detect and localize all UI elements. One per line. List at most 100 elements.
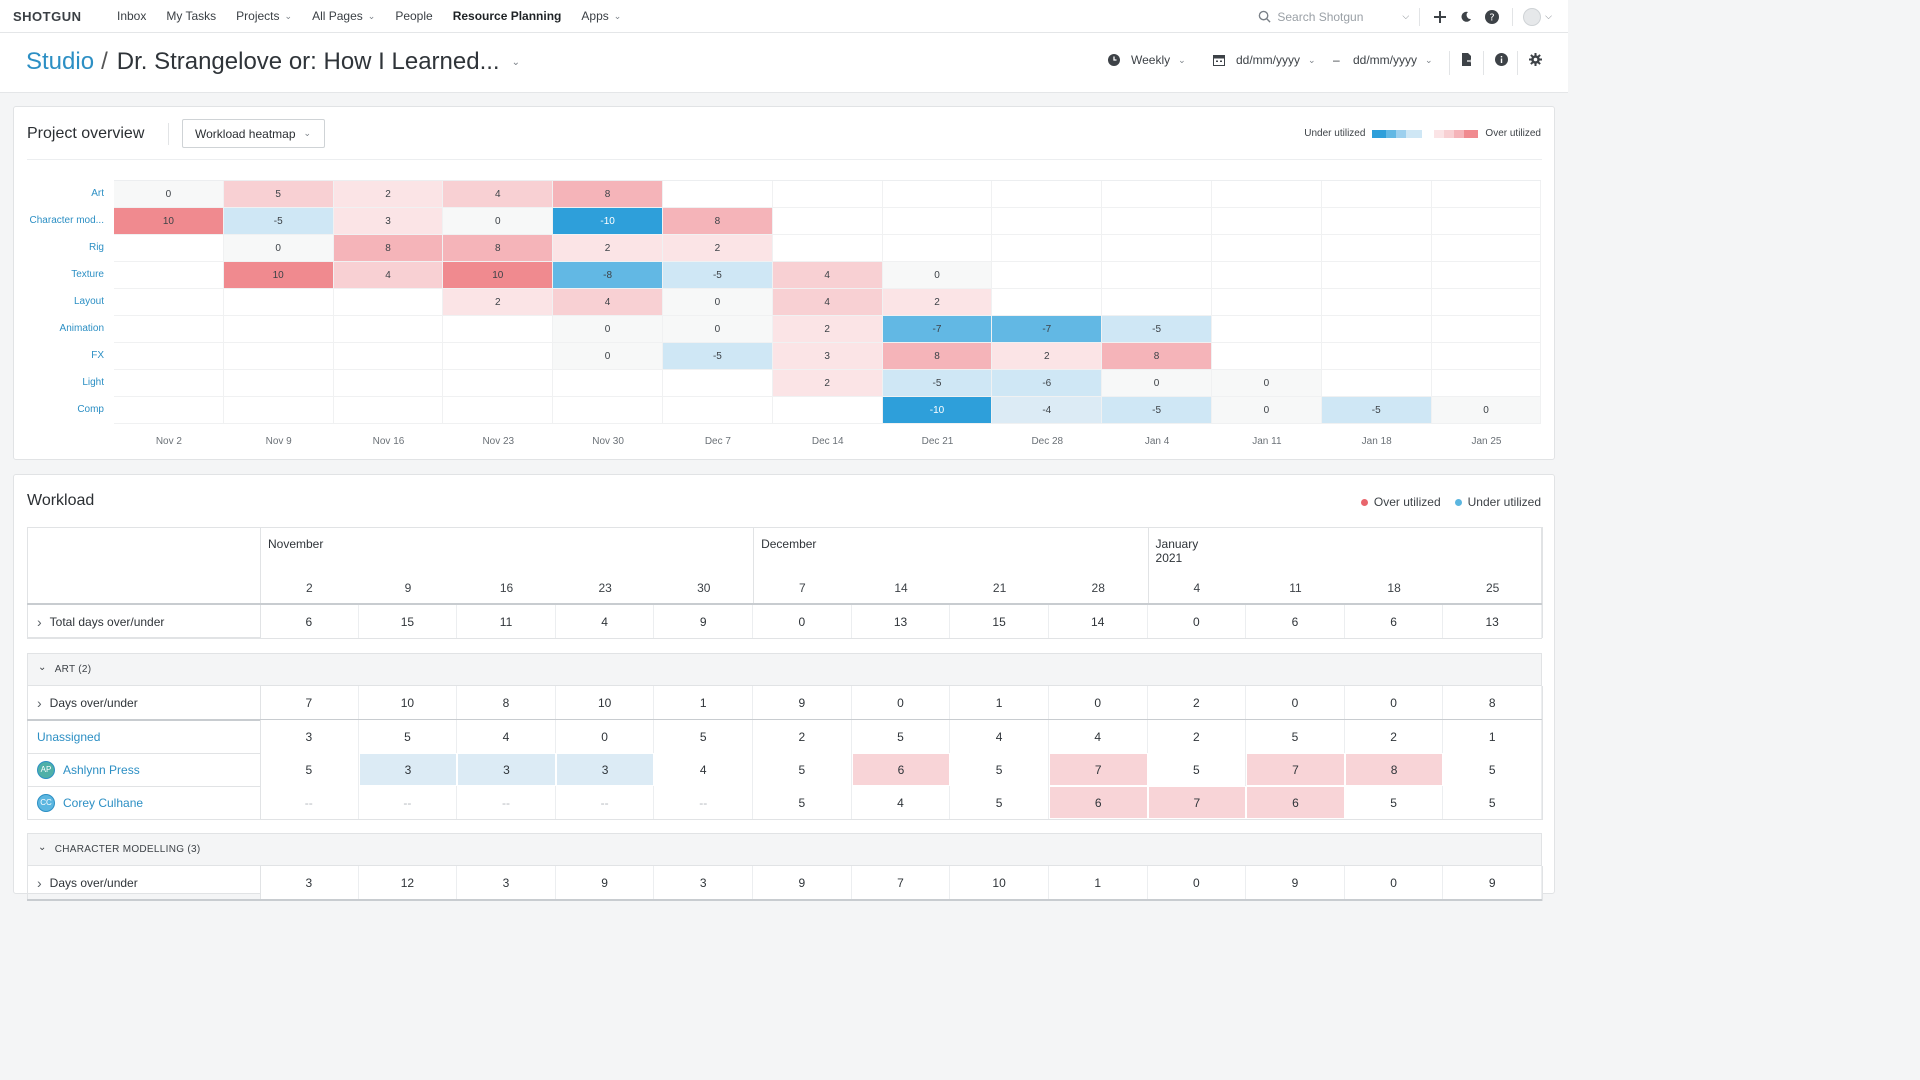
heatmap-cell[interactable] <box>992 208 1103 235</box>
heatmap-cell[interactable]: 5 <box>223 181 334 208</box>
table-cell[interactable]: 0 <box>1147 866 1247 899</box>
group-header[interactable]: ⌄ CHARACTER MODELLING (3) <box>27 833 1542 866</box>
table-cell[interactable]: 14 <box>1048 605 1148 638</box>
heatmap-row-label[interactable]: Rig <box>88 242 104 253</box>
search-box[interactable]: Search Shotgun <box>1258 10 1398 24</box>
heatmap-cell[interactable] <box>114 370 224 397</box>
table-cell[interactable]: 9 <box>1246 866 1345 899</box>
nav-item-projects[interactable]: Projects ⌄ <box>236 9 292 23</box>
table-cell[interactable]: 0 <box>1344 866 1444 899</box>
heatmap-cell[interactable] <box>992 289 1103 316</box>
heatmap-cell[interactable]: 0 <box>223 235 334 262</box>
table-cell[interactable]: 9 <box>654 605 754 638</box>
table-cell[interactable]: 3 <box>260 720 359 753</box>
search-chevron-icon[interactable]: ⌵ <box>1402 11 1410 21</box>
heatmap-cell[interactable]: 2 <box>443 289 554 316</box>
table-cell[interactable]: 2 <box>1344 720 1444 753</box>
heatmap-cell[interactable] <box>1321 208 1432 235</box>
table-cell[interactable]: 4 <box>1048 720 1148 753</box>
heatmap-cell[interactable] <box>882 181 993 208</box>
heatmap-cell[interactable]: 8 <box>333 235 444 262</box>
heatmap-cell[interactable] <box>663 397 773 424</box>
heatmap-cell[interactable] <box>1431 208 1542 235</box>
heatmap-cell[interactable] <box>1321 316 1432 343</box>
row-label-text[interactable]: Unassigned <box>37 729 101 744</box>
days-over-under-row[interactable]: › Days over/under <box>37 686 260 719</box>
heatmap-cell[interactable] <box>443 343 554 370</box>
heatmap-cell[interactable] <box>1212 316 1322 343</box>
period-select[interactable]: Weekly ⌄ <box>1108 53 1186 67</box>
table-cell[interactable]: 0 <box>1344 686 1444 719</box>
table-cell[interactable]: 6 <box>1344 605 1444 638</box>
table-cell[interactable]: 7 <box>1048 753 1148 786</box>
heatmap-cell[interactable]: 2 <box>772 370 883 397</box>
heatmap-row-label[interactable]: Animation <box>59 323 104 334</box>
heatmap-cell[interactable] <box>1212 343 1322 370</box>
heatmap-cell[interactable] <box>992 235 1103 262</box>
user-avatar-icon[interactable] <box>1523 7 1542 26</box>
table-cell[interactable]: 10 <box>950 866 1049 899</box>
heatmap-cell[interactable]: 0 <box>1212 397 1322 424</box>
heatmap-cell[interactable] <box>1212 235 1322 262</box>
nav-item-people[interactable]: People <box>395 9 432 23</box>
table-cell[interactable]: 3 <box>260 866 359 899</box>
heatmap-cell[interactable]: 0 <box>443 208 554 235</box>
heatmap-cell[interactable]: 4 <box>443 181 554 208</box>
view-select-dropdown[interactable]: Workload heatmap ⌄ <box>182 119 325 148</box>
chevron-right-icon[interactable]: › <box>37 613 42 630</box>
heatmap-cell[interactable] <box>772 397 883 424</box>
heatmap-cell[interactable] <box>1321 343 1432 370</box>
table-cell[interactable]: 5 <box>1147 753 1247 786</box>
heatmap-cell[interactable]: 0 <box>114 181 224 208</box>
heatmap-cell[interactable] <box>1102 262 1212 289</box>
group-header[interactable]: ⌄ ART (2) <box>27 653 1542 686</box>
table-cell[interactable]: 1 <box>1443 720 1542 753</box>
info-icon[interactable] <box>1495 53 1508 66</box>
table-cell[interactable]: 5 <box>1443 753 1542 786</box>
search-input[interactable]: Search Shotgun <box>1277 9 1364 24</box>
heatmap-cell[interactable]: -5 <box>1102 397 1212 424</box>
heatmap-cell[interactable]: -5 <box>663 343 773 370</box>
heatmap-cell[interactable] <box>1431 262 1542 289</box>
table-cell[interactable]: 4 <box>851 786 951 819</box>
row-label-text[interactable]: Days over/under <box>49 695 138 710</box>
heatmap-cell[interactable] <box>114 235 224 262</box>
heatmap-cell[interactable]: 2 <box>333 181 444 208</box>
heatmap-cell[interactable] <box>553 397 663 424</box>
project-chevron-down-icon[interactable]: ⌄ <box>511 56 520 68</box>
heatmap-cell[interactable] <box>1102 235 1212 262</box>
table-cell[interactable]: 15 <box>358 605 458 638</box>
heatmap-cell[interactable]: 3 <box>333 208 444 235</box>
table-cell[interactable]: 8 <box>457 686 556 719</box>
table-cell[interactable]: 5 <box>358 720 458 753</box>
heatmap-cell[interactable]: 2 <box>882 289 993 316</box>
table-cell[interactable]: 5 <box>950 753 1049 786</box>
heatmap-cell[interactable] <box>114 262 224 289</box>
heatmap-cell[interactable] <box>443 370 554 397</box>
heatmap-cell[interactable] <box>1321 289 1432 316</box>
heatmap-cell[interactable] <box>1321 235 1432 262</box>
heatmap-cell[interactable] <box>1102 289 1212 316</box>
heatmap-cell[interactable] <box>1431 343 1542 370</box>
table-cell[interactable]: 8 <box>1344 753 1444 786</box>
user-menu-chevron-icon[interactable]: ⌵ <box>1545 11 1552 21</box>
heatmap-cell[interactable]: 8 <box>663 208 773 235</box>
table-cell[interactable]: 5 <box>950 786 1049 819</box>
heatmap-cell[interactable] <box>1212 262 1322 289</box>
person-row[interactable]: AP Ashlynn Press <box>37 753 260 786</box>
table-cell[interactable]: 5 <box>753 753 852 786</box>
heatmap-cell[interactable]: -5 <box>1102 316 1212 343</box>
table-cell[interactable]: 2 <box>1147 720 1247 753</box>
heatmap-cell[interactable]: 0 <box>1212 370 1322 397</box>
table-cell[interactable]: -- <box>555 786 655 819</box>
heatmap-cell[interactable]: 0 <box>1102 370 1212 397</box>
table-cell[interactable]: 11 <box>457 605 556 638</box>
heatmap-cell[interactable] <box>223 343 334 370</box>
heatmap-cell[interactable]: 0 <box>553 316 663 343</box>
shotgun-logo[interactable]: SHOTGUN <box>13 8 82 24</box>
heatmap-cell[interactable] <box>553 370 663 397</box>
table-cell[interactable]: 4 <box>457 720 556 753</box>
heatmap-cell[interactable]: -5 <box>882 370 993 397</box>
heatmap-cell[interactable] <box>882 208 993 235</box>
heatmap-cell[interactable] <box>333 289 444 316</box>
